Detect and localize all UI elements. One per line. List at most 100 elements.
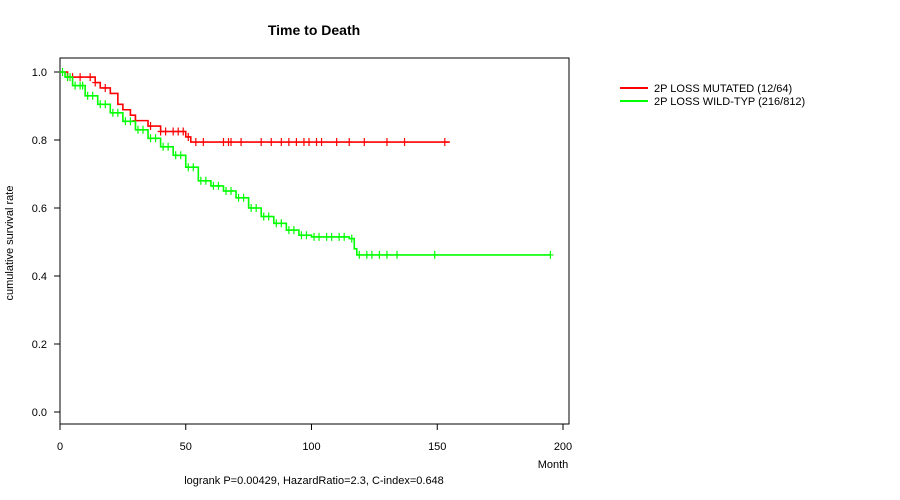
- legend-label-mutated: 2P LOSS MUTATED (12/64): [654, 83, 792, 95]
- censor-mark-wild-type: [298, 231, 305, 240]
- censor-mark-mutated: [305, 138, 312, 147]
- censor-mark-mutated: [383, 138, 390, 147]
- censor-mark-wild-type: [165, 142, 172, 151]
- x-tick-label: 0: [57, 441, 63, 453]
- censor-mark-wild-type: [285, 226, 292, 235]
- censor-mark-wild-type: [265, 212, 272, 221]
- censor-mark-wild-type: [323, 232, 330, 241]
- censor-mark-wild-type: [394, 250, 401, 259]
- censor-mark-wild-type: [278, 219, 285, 228]
- legend-label-wild-type: 2P LOSS WILD-TYP (216/812): [654, 96, 805, 108]
- censor-mark-wild-type: [341, 232, 348, 241]
- censor-mark-wild-type: [147, 134, 154, 143]
- x-tick-label: 150: [428, 441, 446, 453]
- censor-mark-mutated: [180, 127, 187, 136]
- censor-mark-mutated: [278, 138, 285, 147]
- censor-mark-mutated: [185, 132, 192, 141]
- series-layer: [59, 68, 554, 259]
- censor-mark-wild-type: [152, 134, 159, 143]
- censor-mark-mutated: [92, 78, 99, 87]
- censor-mark-mutated: [162, 127, 169, 136]
- censor-mark-mutated: [157, 127, 164, 136]
- x-tick-label: 100: [302, 441, 320, 453]
- x-tick-label: 50: [180, 441, 192, 453]
- censor-mark-wild-type: [290, 226, 297, 235]
- censor-mark-wild-type: [316, 232, 323, 241]
- censor-mark-mutated: [401, 138, 408, 147]
- legend: 2P LOSS MUTATED (12/64) 2P LOSS WILD-TYP…: [620, 83, 805, 108]
- censor-mark-wild-type: [253, 204, 260, 212]
- x-axis: 0 50 100 150 200: [57, 424, 572, 453]
- chart-title: Time to Death: [268, 22, 360, 38]
- censor-mark-wild-type: [122, 117, 129, 126]
- censor-mark-mutated: [220, 138, 227, 147]
- censor-mark-wild-type: [109, 108, 116, 117]
- y-tick-label: 0.8: [32, 135, 47, 147]
- y-tick-label: 0.0: [32, 407, 47, 419]
- censor-mark-mutated: [268, 138, 275, 147]
- censor-mark-mutated: [258, 138, 265, 147]
- censor-mark-wild-type: [348, 234, 355, 243]
- censor-mark-mutated: [147, 122, 154, 131]
- censor-mark-wild-type: [160, 142, 167, 151]
- censor-mark-wild-type: [547, 250, 554, 259]
- censor-mark-mutated: [175, 127, 182, 136]
- censor-mark-mutated: [346, 138, 353, 147]
- censor-mark-wild-type: [185, 163, 192, 172]
- censor-mark-wild-type: [89, 91, 96, 100]
- x-tick-label: 200: [554, 441, 572, 453]
- y-tick-label: 0.2: [32, 339, 47, 351]
- censor-mark-wild-type: [431, 250, 438, 259]
- censor-mark-wild-type: [72, 81, 79, 90]
- censor-mark-mutated: [192, 138, 199, 147]
- censor-mark-wild-type: [336, 232, 343, 241]
- series-line-wild-type: [60, 71, 551, 256]
- y-tick-label: 1.0: [32, 67, 47, 79]
- censor-mark-wild-type: [102, 100, 109, 109]
- censor-mark-mutated: [361, 138, 368, 147]
- censor-mark-mutated: [441, 138, 448, 147]
- censor-mark-wild-type: [177, 151, 184, 160]
- plot-frame: [59, 57, 570, 425]
- censor-mark-mutated: [300, 138, 307, 147]
- censor-mark-wild-type: [303, 231, 310, 240]
- censor-mark-wild-type: [172, 151, 179, 160]
- censor-mark-wild-type: [328, 232, 335, 241]
- y-axis: 0.0 0.2 0.4 0.6 0.8 1.0: [32, 67, 60, 419]
- censor-mark-mutated: [228, 138, 235, 147]
- censor-mark-wild-type: [363, 250, 370, 259]
- censor-mark-wild-type: [97, 100, 104, 109]
- censor-mark-wild-type: [114, 108, 121, 117]
- censor-mark-wild-type: [260, 212, 267, 221]
- censor-mark-wild-type: [197, 176, 204, 185]
- censor-mark-wild-type: [368, 250, 375, 259]
- censor-mark-mutated: [313, 138, 320, 147]
- censor-mark-wild-type: [240, 193, 247, 202]
- censor-mark-wild-type: [215, 181, 222, 190]
- censor-mark-wild-type: [127, 117, 134, 126]
- censor-mark-wild-type: [376, 250, 383, 259]
- censor-mark-wild-type: [84, 91, 91, 100]
- censor-mark-wild-type: [79, 81, 86, 90]
- censor-mark-wild-type: [222, 187, 229, 195]
- censor-mark-mutated: [87, 73, 94, 82]
- censor-mark-wild-type: [139, 125, 146, 134]
- censor-mark-wild-type: [59, 68, 66, 76]
- censor-mark-wild-type: [311, 232, 318, 241]
- censor-mark-wild-type: [228, 187, 235, 195]
- y-tick-label: 0.6: [32, 203, 47, 215]
- censor-mark-mutated: [333, 138, 340, 147]
- censor-mark-wild-type: [67, 73, 74, 82]
- censor-mark-mutated: [238, 138, 245, 147]
- censor-mark-wild-type: [235, 193, 242, 202]
- censor-mark-wild-type: [202, 176, 209, 185]
- censor-mark-mutated: [293, 138, 300, 147]
- censor-mark-mutated: [102, 83, 109, 92]
- censor-mark-mutated: [77, 73, 84, 82]
- y-axis-label: cumulative survival rate: [4, 186, 16, 301]
- censor-mark-wild-type: [383, 250, 390, 259]
- censor-mark-mutated: [200, 138, 207, 147]
- censor-mark-wild-type: [190, 163, 197, 172]
- x-axis-label: Month: [538, 459, 569, 471]
